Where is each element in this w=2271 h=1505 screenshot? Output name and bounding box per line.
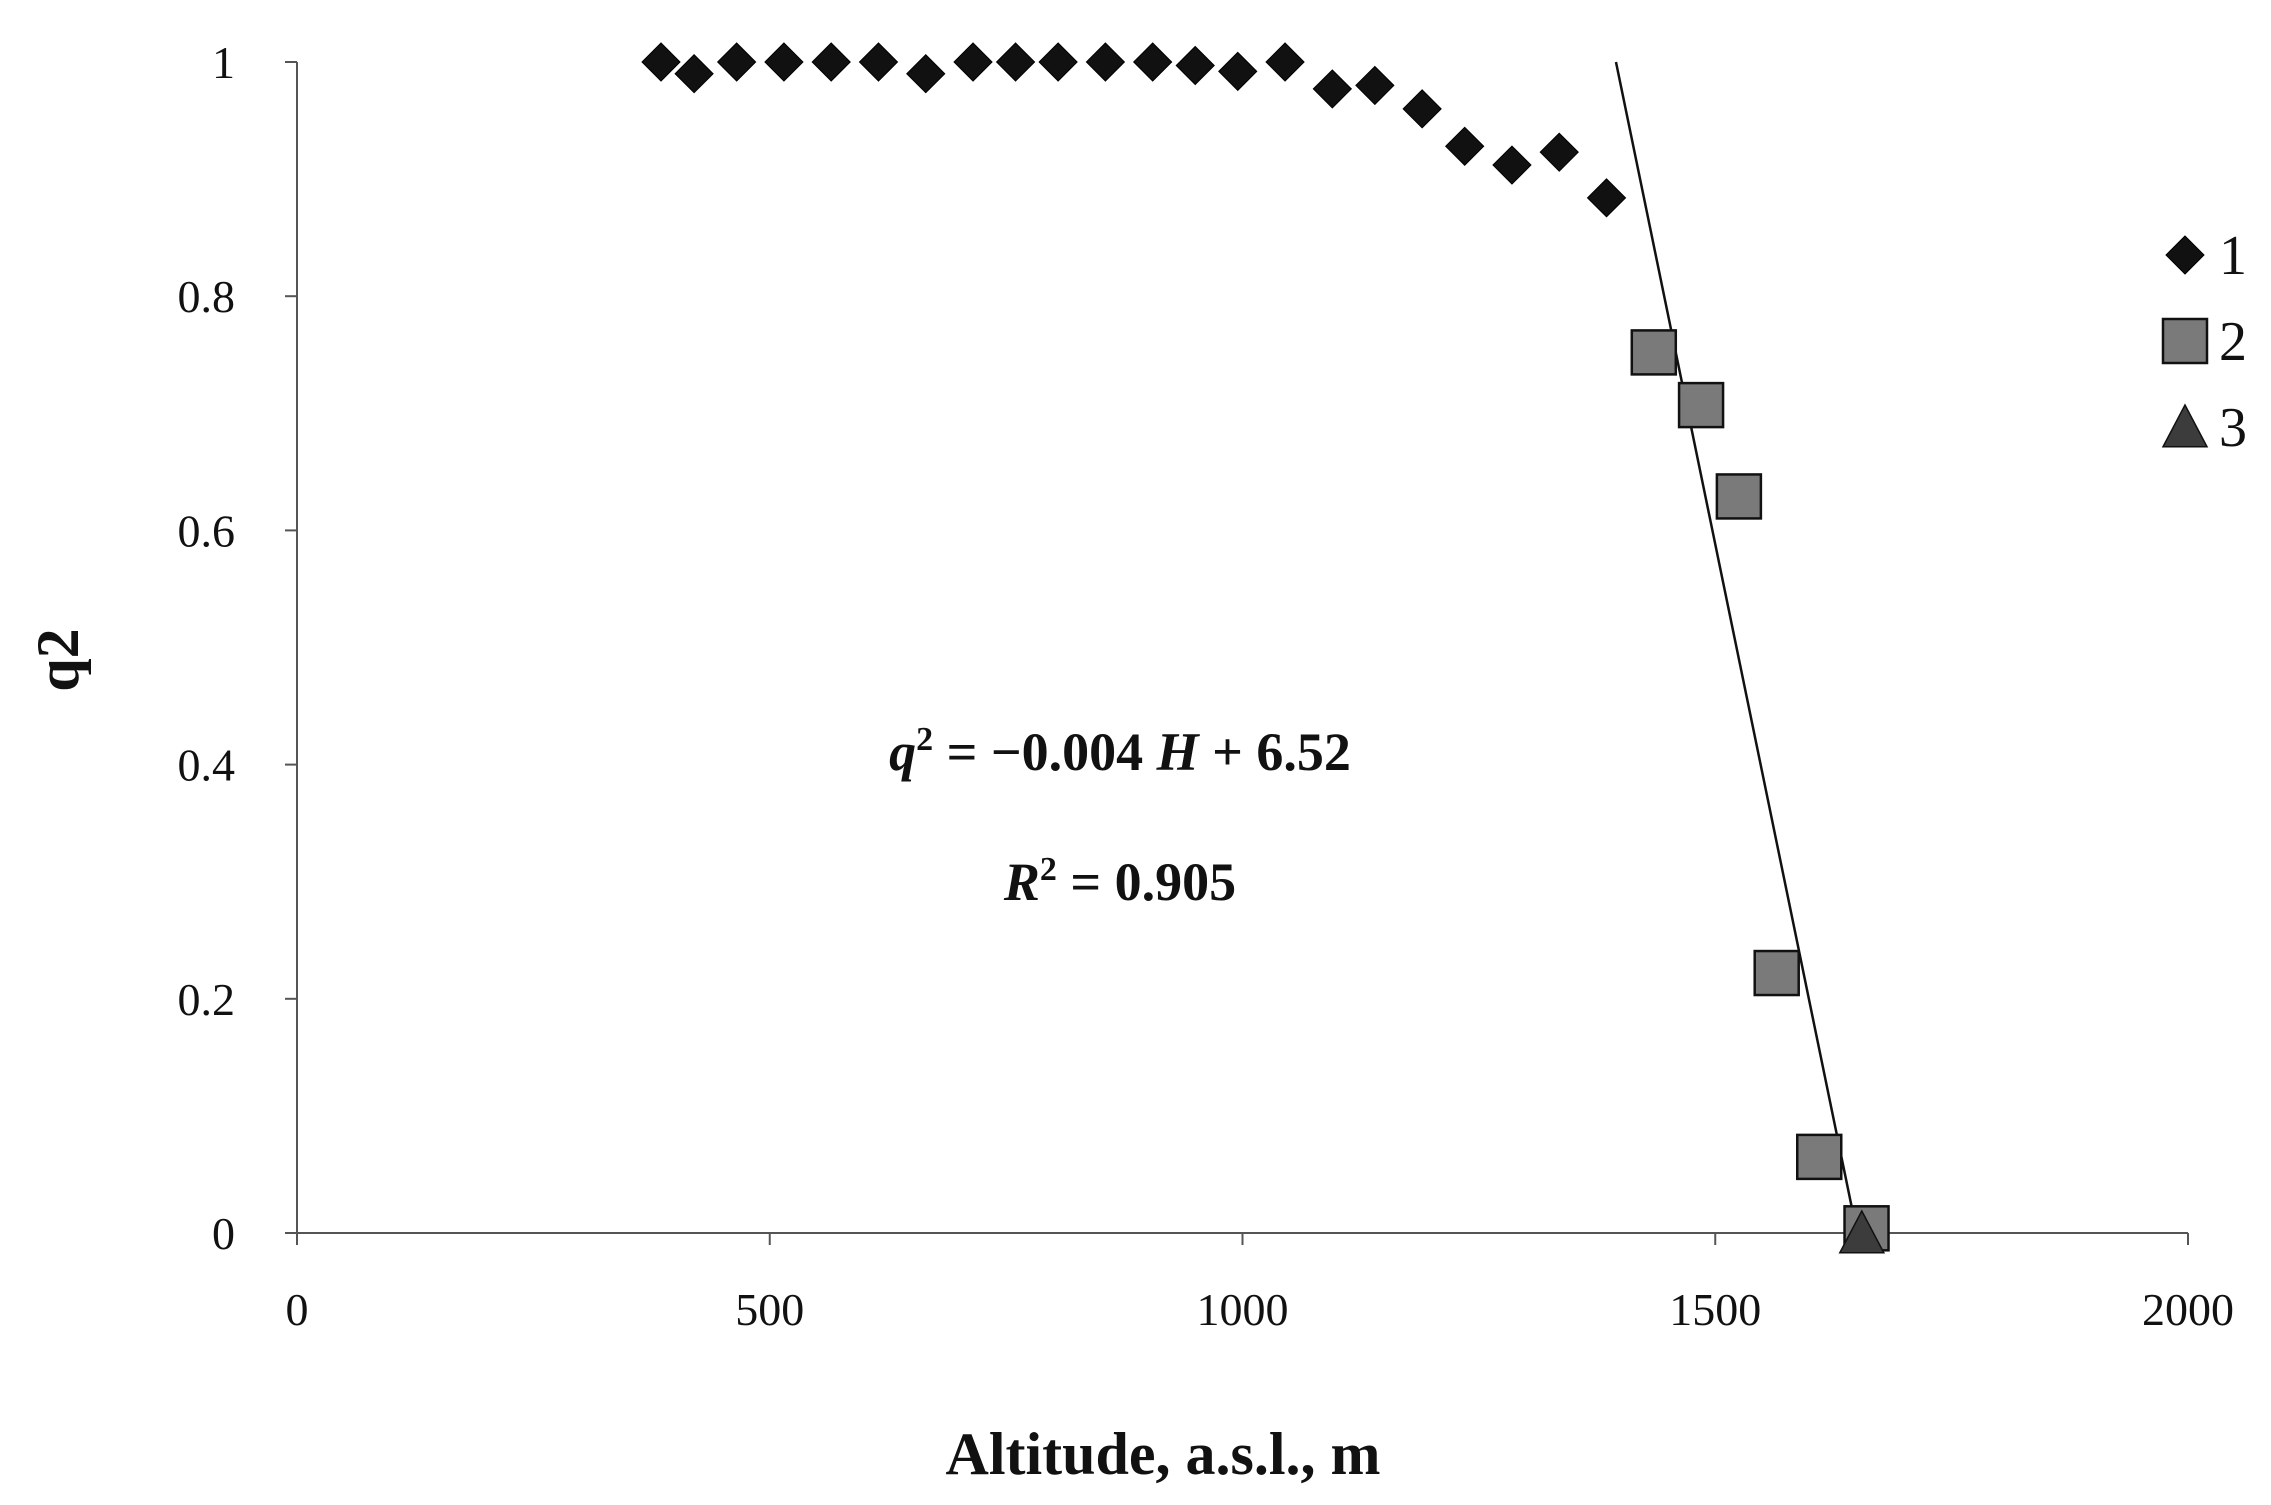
data-point-series-1 (1586, 178, 1627, 218)
data-point-series-1 (674, 54, 714, 94)
data-point-series-1 (1038, 42, 1078, 82)
annotations: q2 = −0.004 H + 6.52 R2 = 0.905 (889, 721, 1351, 912)
axes (285, 61, 2189, 1245)
x-tick-label: 1500 (1669, 1284, 1761, 1335)
legend-label: 3 (2219, 397, 2247, 459)
data-point-series-1 (1218, 51, 1258, 92)
data-point-series-1 (1085, 42, 1126, 82)
legend: 1 2 3 (2161, 225, 2247, 459)
y-tick-label: 1 (212, 37, 235, 88)
data-point-series-1 (641, 42, 681, 82)
data-point-series-2 (1715, 473, 1763, 520)
y-tick-label: 0.2 (178, 974, 236, 1025)
data-point-series-1 (764, 42, 804, 82)
data-point-series-1 (1312, 69, 1353, 109)
legend-item-1: 1 (2165, 225, 2247, 287)
x-tick-label: 500 (735, 1284, 804, 1335)
data-point-series-1 (716, 42, 757, 82)
data-point-series-2 (1630, 329, 1678, 376)
data-point-series-1 (906, 54, 946, 94)
legend-marker-1 (2165, 235, 2205, 275)
tick-labels: 0 500 1000 1500 2000 0 0.2 0.4 0.6 0.8 1 (178, 37, 2235, 1335)
series-2 (1630, 329, 1890, 1252)
trendline (1614, 61, 1859, 1234)
data-point-series-1 (1132, 42, 1173, 82)
data-point-series-1 (1444, 126, 1485, 167)
y-tick-label: 0.6 (178, 505, 236, 556)
data-point-series-2 (1753, 949, 1800, 997)
legend-marker-3 (2161, 403, 2209, 448)
y-tick-label: 0.4 (178, 740, 236, 791)
legend-label: 1 (2219, 225, 2247, 287)
x-axis-title: Altitude, a.s.l., m (946, 1421, 1381, 1487)
trendline-line (1614, 61, 1859, 1234)
data-point-series-2 (1677, 381, 1725, 429)
data-point-series-2 (1796, 1133, 1843, 1181)
data-point-series-1 (1355, 65, 1395, 106)
x-tick-label: 1000 (1197, 1284, 1289, 1335)
series-1 (641, 42, 1627, 218)
legend-item-3: 3 (2161, 397, 2247, 459)
data-point-series-1 (1402, 89, 1442, 129)
data-point-series-1 (1175, 45, 1215, 86)
legend-marker-2 (2161, 317, 2209, 365)
x-tick-label: 0 (286, 1284, 309, 1335)
data-points (641, 42, 1890, 1254)
data-point-series-1 (1265, 42, 1305, 82)
data-point-series-1 (1539, 132, 1579, 172)
legend-label: 2 (2219, 311, 2247, 373)
y-tick-label: 0.8 (178, 271, 236, 322)
data-point-series-1 (811, 42, 851, 82)
data-point-series-1 (1492, 145, 1532, 185)
data-point-series-1 (953, 42, 993, 82)
series-3 (1838, 1209, 1886, 1254)
r-squared-label: R2 = 0.905 (1003, 851, 1236, 912)
data-point-series-1 (995, 42, 1036, 82)
legend-item-2: 2 (2161, 311, 2247, 373)
data-point-series-3 (1838, 1209, 1886, 1254)
trendline-equation: q2 = −0.004 H + 6.52 (889, 721, 1351, 782)
data-point-series-1 (858, 42, 899, 82)
y-tick-label: 0 (212, 1208, 235, 1259)
y-axis-title: q2 (25, 628, 91, 691)
x-tick-label: 2000 (2142, 1284, 2234, 1335)
